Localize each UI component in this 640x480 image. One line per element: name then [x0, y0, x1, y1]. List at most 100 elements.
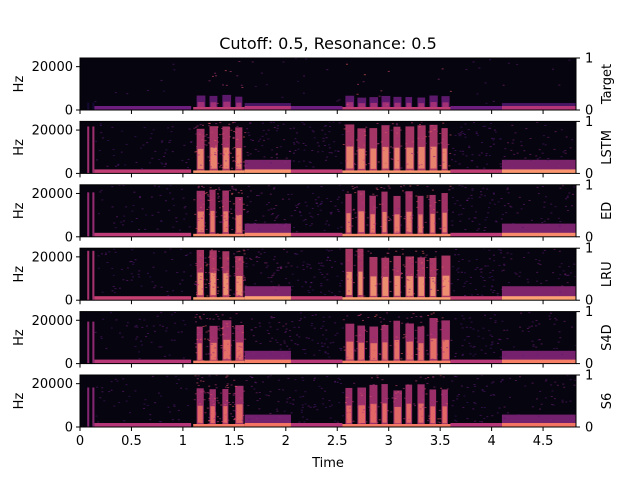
harmonic-speck — [221, 333, 224, 335]
noise-speck — [311, 339, 314, 341]
noise-speck — [544, 144, 547, 146]
noise-speck — [485, 102, 488, 104]
harmonic-speck — [208, 339, 211, 341]
harmonic-speck — [205, 228, 208, 230]
harmonic-speck — [386, 410, 389, 412]
harmonic-speck — [226, 283, 229, 285]
noise-speck — [560, 354, 563, 356]
harmonic-speck — [224, 414, 227, 416]
noise-speck — [270, 277, 273, 279]
harmonic-speck — [420, 321, 423, 323]
noise-speck — [185, 388, 188, 390]
noise-speck — [457, 133, 460, 135]
noise-speck — [454, 318, 457, 320]
burst-core — [210, 272, 216, 296]
noise-speck — [293, 326, 296, 328]
harmonic-speck — [212, 214, 215, 216]
low-band — [450, 359, 502, 364]
noise-speck — [165, 149, 168, 151]
noise-speck — [480, 194, 483, 196]
noise-speck — [255, 256, 258, 258]
y-axis-label: Hz — [12, 76, 27, 93]
low-band — [193, 107, 245, 110]
noise-speck — [547, 160, 550, 162]
noise-speck — [471, 189, 474, 191]
noise-speck — [309, 126, 312, 128]
harmonic-speck — [386, 104, 389, 106]
noise-speck — [452, 147, 455, 149]
harmonic-speck — [220, 344, 223, 346]
harmonic-speck — [378, 353, 381, 355]
noise-speck — [138, 351, 141, 353]
harmonic-speck — [216, 141, 219, 143]
noise-speck — [466, 386, 469, 388]
noise-speck — [492, 291, 495, 293]
harmonic-speck — [203, 105, 206, 107]
harmonic-speck — [228, 393, 231, 395]
harmonic-speck — [214, 412, 217, 414]
noise-speck — [122, 378, 125, 380]
harmonic-speck — [355, 250, 358, 252]
noise-speck — [566, 210, 569, 212]
noise-speck — [292, 127, 295, 129]
noise-speck — [537, 193, 540, 195]
noise-speck — [464, 133, 467, 135]
noise-speck — [336, 198, 339, 200]
tone-band — [244, 232, 291, 237]
noise-speck — [550, 203, 553, 205]
harmonic-speck — [229, 200, 232, 202]
y-axis-label: Hz — [12, 393, 27, 410]
harmonic-speck — [428, 198, 431, 200]
harmonic-speck — [228, 136, 231, 138]
noise-speck — [112, 285, 115, 287]
harmonic-speck — [353, 264, 356, 266]
noise-speck — [307, 290, 310, 292]
noise-speck — [551, 68, 554, 70]
noise-speck — [342, 392, 345, 394]
noise-speck — [153, 185, 156, 187]
noise-speck — [317, 205, 320, 207]
noise-speck — [464, 136, 467, 138]
noise-speck — [476, 267, 479, 269]
noise-speck — [499, 381, 502, 383]
harmonic-speck — [427, 377, 430, 379]
noise-speck — [146, 272, 149, 274]
noise-speck — [251, 287, 254, 289]
harmonic-speck — [365, 331, 368, 333]
noise-speck — [509, 377, 512, 379]
harmonic-speck — [441, 68, 444, 70]
noise-speck — [110, 381, 113, 383]
harmonic-speck — [372, 228, 375, 230]
harmonic-speck — [239, 397, 242, 399]
noise-speck — [265, 84, 268, 86]
harmonic-speck — [200, 318, 203, 320]
noise-speck — [277, 267, 280, 269]
noise-speck — [521, 330, 524, 332]
noise-speck — [563, 386, 566, 388]
noise-speck — [537, 415, 540, 417]
harmonic-speck — [222, 155, 225, 157]
noise-speck — [261, 381, 264, 383]
harmonic-speck — [211, 406, 214, 408]
noise-speck — [118, 402, 121, 404]
noise-speck — [259, 343, 262, 345]
noise-speck — [152, 266, 155, 268]
noise-speck — [148, 162, 151, 164]
noise-speck — [536, 186, 539, 188]
harmonic-speck — [359, 250, 362, 252]
noise-speck — [283, 340, 286, 342]
noise-speck — [550, 384, 553, 386]
noise-speck — [503, 263, 506, 265]
harmonic-speck — [205, 286, 208, 288]
noise-speck — [459, 134, 462, 136]
harmonic-speck — [228, 294, 231, 296]
noise-speck — [493, 193, 496, 195]
noise-speck — [142, 407, 145, 409]
harmonic-speck — [354, 254, 357, 256]
burst-core — [197, 148, 204, 169]
noise-speck — [304, 219, 307, 221]
noise-speck — [164, 251, 167, 253]
noise-speck — [326, 156, 329, 158]
noise-speck — [305, 205, 308, 207]
harmonic-speck — [408, 257, 411, 259]
